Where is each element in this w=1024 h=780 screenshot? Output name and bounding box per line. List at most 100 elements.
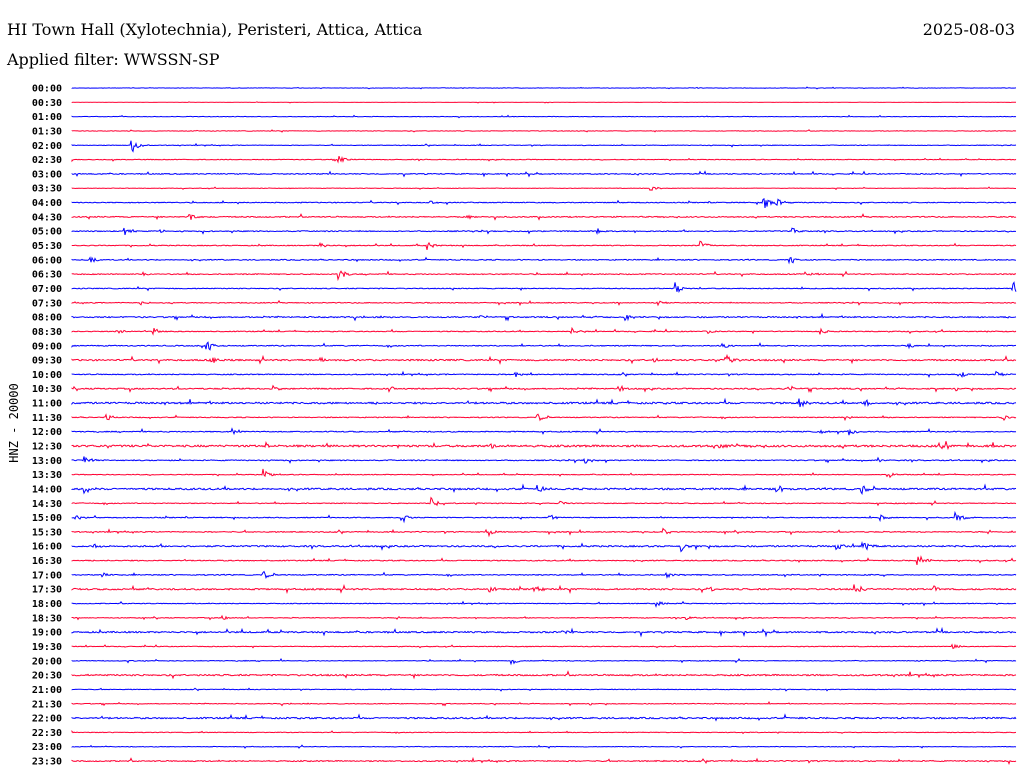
trace-row-0400 — [71, 197, 1017, 208]
trace-row-2200 — [71, 713, 1017, 722]
row-time-label: 13:00 — [32, 456, 62, 467]
trace-row-1300 — [71, 456, 1017, 464]
row-time-label: 12:00 — [32, 427, 62, 438]
record-date: 2025-08-03 — [922, 20, 1015, 39]
trace-row-0100 — [71, 114, 1017, 119]
trace-row-1930 — [71, 643, 1017, 650]
trace-row-2100 — [71, 687, 1017, 692]
trace-row-1830 — [71, 614, 1017, 621]
trace-row-2130 — [71, 701, 1017, 707]
trace-row-1400 — [71, 483, 1017, 496]
trace-row-2030 — [71, 670, 1017, 680]
applied-filter: Applied filter: WWSSN-SP — [7, 50, 220, 69]
trace-row-1330 — [71, 468, 1017, 479]
trace-row-0130 — [71, 129, 1017, 133]
row-time-label: 10:30 — [32, 384, 62, 395]
row-time-label: 01:00 — [32, 112, 62, 123]
trace-row-0600 — [71, 256, 1017, 265]
row-time-label: 20:00 — [32, 656, 62, 667]
row-time-label: 23:30 — [32, 757, 62, 768]
trace-row-1030 — [71, 384, 1017, 394]
trace-row-0830 — [71, 326, 1017, 336]
row-time-label: 14:30 — [32, 499, 62, 510]
trace-row-1900 — [71, 626, 1017, 638]
row-time-label: 15:30 — [32, 527, 62, 538]
row-time-label: 16:30 — [32, 556, 62, 567]
row-time-label: 03:00 — [32, 169, 62, 180]
row-time-label: 09:00 — [32, 341, 62, 352]
trace-row-1230 — [71, 440, 1017, 451]
row-time-label: 21:30 — [32, 699, 62, 710]
row-time-label: 06:30 — [32, 270, 62, 281]
trace-row-2000 — [71, 657, 1017, 666]
row-time-label: 19:30 — [32, 642, 62, 653]
row-time-label: 05:00 — [32, 227, 62, 238]
row-time-label: 16:00 — [32, 542, 62, 553]
trace-row-1100 — [71, 397, 1017, 408]
trace-row-1800 — [71, 600, 1017, 608]
row-time-label: 06:00 — [32, 255, 62, 266]
trace-row-0200 — [71, 140, 1017, 153]
trace-row-0900 — [71, 341, 1017, 351]
row-time-label: 08:00 — [32, 313, 62, 324]
trace-row-0800 — [71, 312, 1017, 322]
trace-row-0230 — [71, 155, 1017, 164]
row-time-label: 07:30 — [32, 298, 62, 309]
row-time-label: 20:30 — [32, 671, 62, 682]
trace-row-0630 — [71, 270, 1017, 282]
trace-row-0300 — [71, 170, 1017, 178]
trace-row-0700 — [71, 281, 1017, 294]
row-time-label: 18:00 — [32, 599, 62, 610]
trace-row-0000 — [71, 86, 1017, 90]
trace-row-2300 — [71, 744, 1017, 749]
row-time-label: 18:30 — [32, 613, 62, 624]
trace-row-1600 — [71, 541, 1017, 553]
station-title: HI Town Hall (Xylotechnia), Peristeri, A… — [7, 20, 423, 39]
row-time-label: 22:00 — [32, 714, 62, 725]
trace-row-2230 — [71, 730, 1017, 735]
row-time-label: 13:30 — [32, 470, 62, 481]
row-time-label: 04:00 — [32, 198, 62, 209]
row-time-label: 00:00 — [32, 84, 62, 95]
row-time-label: 22:30 — [32, 728, 62, 739]
trace-row-0730 — [71, 299, 1017, 307]
row-time-label: 01:30 — [32, 126, 62, 137]
trace-row-1700 — [71, 570, 1017, 580]
trace-row-1730 — [71, 584, 1017, 595]
trace-row-1000 — [71, 370, 1016, 378]
row-time-label: 05:30 — [32, 241, 62, 252]
trace-row-0500 — [71, 227, 1016, 236]
row-time-label: 00:30 — [32, 98, 62, 109]
trace-row-2330 — [71, 756, 1017, 765]
trace-row-0330 — [71, 186, 1016, 192]
row-time-label: 21:00 — [32, 685, 62, 696]
trace-row-0030 — [71, 101, 1017, 104]
row-time-label: 23:00 — [32, 742, 62, 753]
row-time-label: 10:00 — [32, 370, 62, 381]
row-time-label: 08:30 — [32, 327, 62, 338]
trace-row-1430 — [71, 496, 1017, 507]
trace-row-1630 — [71, 555, 1017, 566]
trace-row-0930 — [71, 353, 1017, 365]
row-time-label: 11:00 — [32, 399, 62, 410]
row-time-label: 04:30 — [32, 212, 62, 223]
row-time-label: 03:30 — [32, 184, 62, 195]
row-time-label: 12:30 — [32, 442, 62, 453]
row-time-label: 17:00 — [32, 570, 62, 581]
trace-row-1500 — [71, 510, 1017, 524]
row-time-label: 02:00 — [32, 141, 62, 152]
row-time-label: 15:00 — [32, 513, 62, 524]
trace-row-0430 — [71, 213, 1017, 221]
row-time-label: 09:30 — [32, 356, 62, 367]
trace-row-1530 — [71, 527, 1017, 538]
row-time-label: 17:30 — [32, 585, 62, 596]
trace-row-1200 — [71, 427, 1017, 436]
trace-row-1130 — [71, 413, 1017, 422]
row-time-label: 19:00 — [32, 628, 62, 639]
row-time-label: 07:00 — [32, 284, 62, 295]
row-time-label: 11:30 — [32, 413, 62, 424]
row-time-label: 14:00 — [32, 484, 62, 495]
row-time-label: 02:30 — [32, 155, 62, 166]
trace-row-0530 — [71, 240, 1017, 251]
